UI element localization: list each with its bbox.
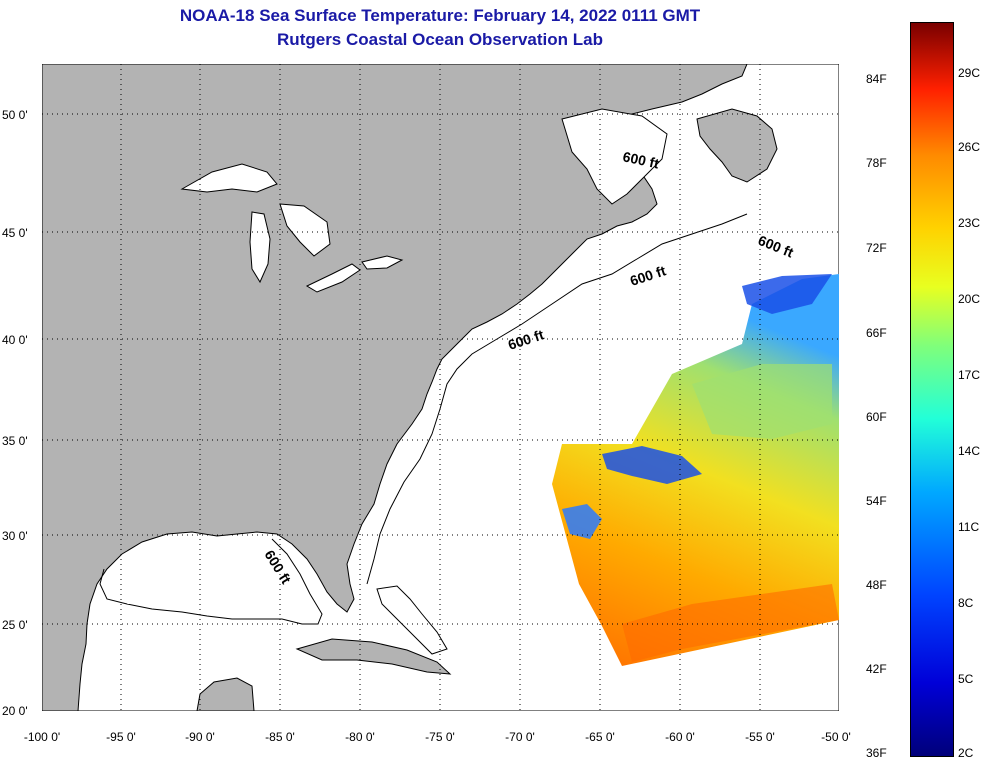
lat-label-30: 30 0' [2, 529, 28, 543]
gulf-st-lawrence [561, 108, 668, 205]
lat-label-45: 45 0' [2, 226, 28, 240]
lat-label-50: 50 0' [2, 108, 28, 122]
colorbar-f-label: 72F [866, 241, 887, 255]
lon-label-55: -55 0' [745, 730, 775, 744]
colorbar-c-label: 5C [958, 672, 974, 686]
lat-label-40: 40 0' [2, 333, 28, 347]
lake-huron [279, 203, 331, 257]
lon-label-70: -70 0' [505, 730, 535, 744]
depth-label-1: 600 ft [621, 148, 660, 171]
green-water-patch [692, 364, 832, 439]
colorbar-c-label: 29C [958, 66, 981, 80]
warm-water-patch [622, 584, 839, 662]
colorbar-c-label: 8C [958, 596, 974, 610]
chart-title: NOAA-18 Sea Surface Temperature: Februar… [179, 6, 701, 25]
colorbar-c-label: 14C [958, 444, 981, 458]
colorbar-c-label: 2C [958, 746, 974, 760]
lon-label-100: -100 0' [23, 730, 61, 744]
lon-label-95: -95 0' [106, 730, 136, 744]
colorbar-c-label: 20C [958, 292, 981, 306]
colorbar-f-label: 48F [866, 578, 887, 592]
sst-map: 600 ft 600 ft 600 ft 600 ft 600 ft [42, 64, 839, 711]
colorbar-c-label: 26C [958, 140, 981, 154]
lon-label-50: -50 0' [821, 730, 851, 744]
cuba [295, 638, 452, 675]
newfoundland [696, 108, 778, 183]
lake-erie [305, 263, 361, 293]
lon-label-90: -90 0' [185, 730, 215, 744]
colorbar-f-label: 36F [866, 746, 887, 760]
cold-water-patch-2 [562, 504, 602, 539]
lake-ontario [361, 255, 404, 270]
colorbar-f-label: 42F [866, 662, 887, 676]
bahamas-banks [376, 585, 448, 655]
temperature-colorbar [910, 22, 954, 757]
isobath-atlantic [366, 213, 748, 585]
colorbar-f-label: 84F [866, 72, 887, 86]
colorbar-f-label: 60F [866, 410, 887, 424]
lake-superior [180, 163, 278, 193]
lat-label-35: 35 0' [2, 434, 28, 448]
cold-water-patch [602, 446, 702, 484]
colorbar-c-label: 23C [958, 216, 981, 230]
colorbar-c-label: 11C [958, 520, 980, 534]
colorbar-f-label: 54F [866, 494, 887, 508]
lon-label-60: -60 0' [665, 730, 695, 744]
isobath-gulf [99, 538, 323, 625]
lat-label-25: 25 0' [2, 618, 28, 632]
colorbar-f-label: 66F [866, 326, 887, 340]
cold-water-patch-3 [742, 274, 832, 314]
lon-label-80: -80 0' [345, 730, 375, 744]
lon-label-65: -65 0' [585, 730, 615, 744]
colorbar-c-label: 17C [958, 368, 981, 382]
chart-subtitle: Rutgers Coastal Ocean Observation Lab [277, 30, 603, 49]
lon-label-85: -85 0' [265, 730, 295, 744]
colorbar-f-label: 78F [866, 156, 887, 170]
lon-label-75: -75 0' [425, 730, 455, 744]
lat-label-20: 20 0' [2, 704, 28, 718]
lake-michigan [249, 211, 271, 284]
